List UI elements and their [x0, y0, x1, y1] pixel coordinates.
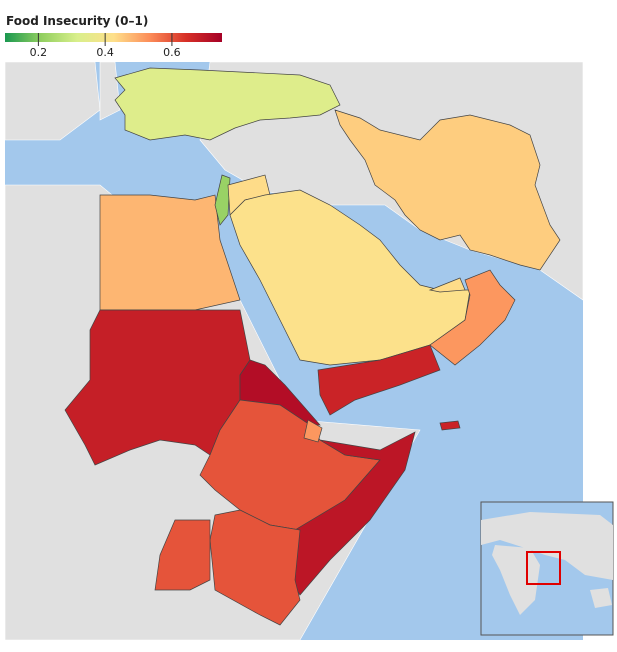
land	[4, 61, 101, 141]
region	[99, 194, 241, 311]
overview-map	[480, 501, 614, 636]
region	[303, 419, 323, 443]
region	[209, 509, 301, 626]
legend-tick-label: 0.6	[163, 46, 181, 59]
inset-land	[481, 512, 613, 580]
region	[114, 67, 341, 141]
region	[154, 519, 211, 591]
region	[429, 269, 516, 366]
legend-title: Food Insecurity (0–1)	[6, 14, 148, 28]
region	[428, 277, 466, 293]
map	[4, 61, 584, 641]
inset-viewport	[526, 551, 561, 585]
region	[439, 420, 461, 431]
color-bar	[5, 33, 222, 42]
region	[317, 344, 441, 416]
region	[334, 109, 561, 271]
land	[99, 61, 121, 121]
inset-land	[590, 588, 612, 608]
legend-tick-label: 0.2	[30, 46, 48, 59]
region	[289, 431, 416, 596]
legend-tick-label: 0.4	[96, 46, 114, 59]
legend: 0.2 0.4 0.6	[5, 33, 222, 59]
